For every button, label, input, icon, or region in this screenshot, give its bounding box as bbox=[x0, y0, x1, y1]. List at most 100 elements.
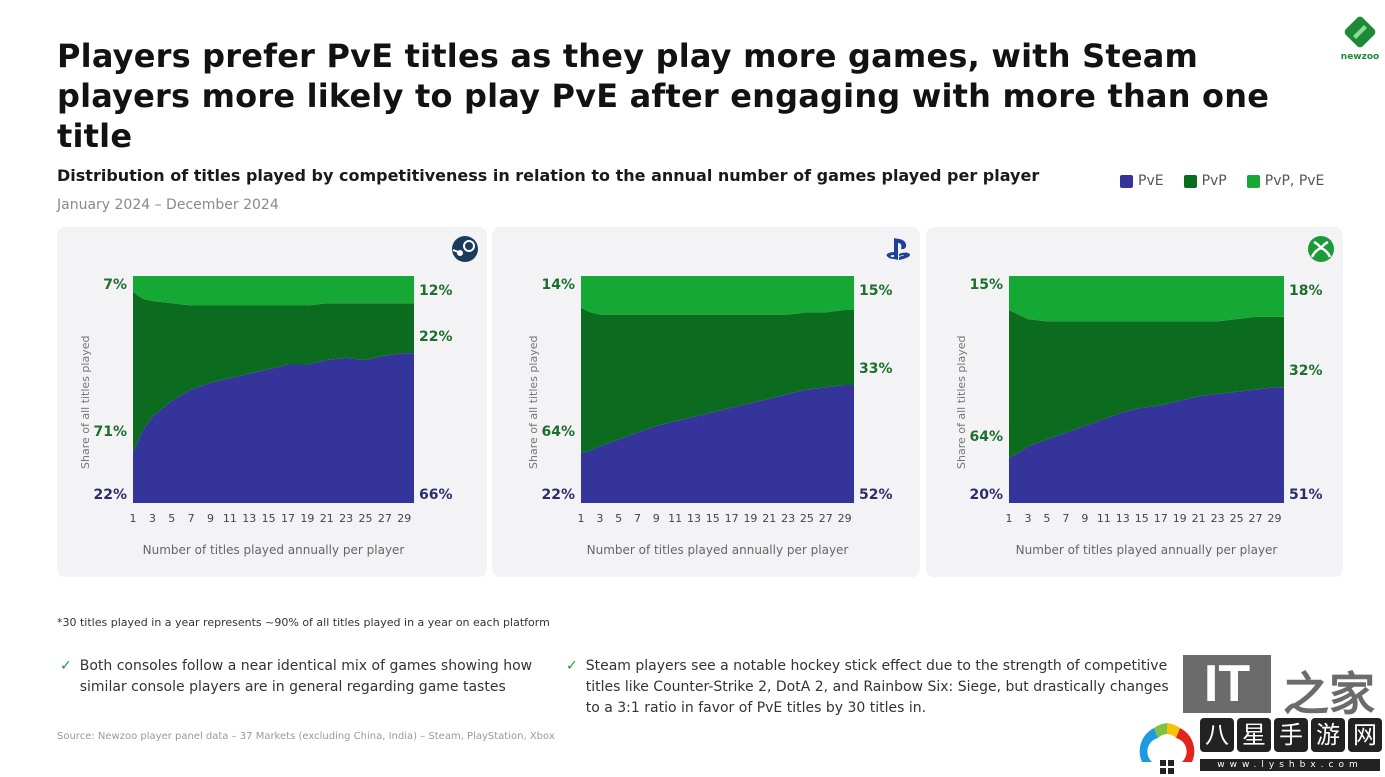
area-chart bbox=[1009, 276, 1284, 503]
chart-subtitle: Distribution of titles played by competi… bbox=[57, 166, 1040, 185]
start-value-pvp: 71% bbox=[93, 424, 127, 441]
x-tick-label: 5 bbox=[168, 512, 176, 525]
x-tick-label: 17 bbox=[1153, 512, 1168, 525]
watermark-char: 游 bbox=[1311, 718, 1345, 752]
x-tick-label: 23 bbox=[781, 512, 796, 525]
end-value-pvp-pve: 18% bbox=[1289, 283, 1323, 299]
legend-swatch bbox=[1183, 174, 1197, 188]
x-tick-label: 29 bbox=[397, 512, 412, 525]
x-tick-label: 3 bbox=[1024, 512, 1032, 525]
bullet-text: Steam players see a notable hockey stick… bbox=[585, 658, 1169, 716]
end-value-pvp: 32% bbox=[1289, 363, 1323, 380]
x-tick-label: 21 bbox=[319, 512, 334, 525]
x-tick-label: 13 bbox=[1115, 512, 1130, 525]
end-value-pvp: 33% bbox=[859, 360, 893, 377]
chart-panel-steam: Share of all titles played Number of titl… bbox=[57, 227, 487, 577]
x-tick-label: 9 bbox=[207, 512, 215, 525]
x-tick-label: 21 bbox=[762, 512, 777, 525]
start-value-pvp-pve: 14% bbox=[541, 277, 575, 293]
x-tick-label: 11 bbox=[222, 512, 237, 525]
x-tick-label: 29 bbox=[837, 512, 852, 525]
area-chart bbox=[133, 276, 414, 503]
playstation-icon bbox=[884, 235, 912, 263]
watermark-char: 网 bbox=[1348, 718, 1382, 752]
x-tick-label: 13 bbox=[242, 512, 257, 525]
legend-item-pve: PvE bbox=[1120, 173, 1164, 189]
y-axis-label: Share of all titles played bbox=[527, 335, 540, 469]
watermark-char: 八 bbox=[1200, 718, 1234, 752]
start-value-pve: 20% bbox=[969, 487, 1003, 503]
area-pve bbox=[1009, 387, 1284, 503]
area-pvp bbox=[581, 307, 854, 454]
lyshbx-logo-icon bbox=[1139, 723, 1195, 774]
start-value-pve: 22% bbox=[93, 487, 127, 503]
x-tick-label: 19 bbox=[1172, 512, 1187, 525]
page-title: Players prefer PvE titles as they play m… bbox=[57, 37, 1270, 155]
y-axis-label: Share of all titles played bbox=[955, 335, 968, 469]
legend-label: PvP bbox=[1201, 173, 1227, 189]
bullet-consoles: ✓ Both consoles follow a near identical m… bbox=[60, 656, 550, 698]
xbox-icon bbox=[1307, 235, 1335, 263]
x-tick-label: 7 bbox=[187, 512, 195, 525]
check-icon: ✓ bbox=[566, 658, 578, 674]
ithome-watermark-zh: 之家 bbox=[1283, 667, 1375, 721]
x-tick-label: 11 bbox=[1096, 512, 1111, 525]
x-tick-label: 23 bbox=[339, 512, 354, 525]
newzoo-logo: newzoo bbox=[1338, 14, 1382, 62]
legend-item-pvp: PvP bbox=[1183, 173, 1227, 189]
legend-label: PvP, PvE bbox=[1264, 173, 1325, 189]
start-value-pvp-pve: 15% bbox=[969, 277, 1003, 293]
x-axis-label: Number of titles played annually per pla… bbox=[586, 543, 849, 557]
x-tick-label: 17 bbox=[281, 512, 296, 525]
x-tick-label: 5 bbox=[1043, 512, 1051, 525]
watermark-char: 星 bbox=[1237, 718, 1271, 752]
start-value-pve: 22% bbox=[541, 487, 575, 503]
end-value-pvp-pve: 12% bbox=[419, 283, 453, 299]
x-tick-label: 3 bbox=[596, 512, 604, 525]
y-axis-label: Share of all titles played bbox=[79, 335, 92, 469]
date-range: January 2024 – December 2024 bbox=[57, 197, 279, 213]
x-tick-label: 25 bbox=[1229, 512, 1244, 525]
x-tick-label: 1 bbox=[1005, 512, 1013, 525]
check-icon: ✓ bbox=[60, 658, 72, 674]
ithome-watermark: IT bbox=[1183, 655, 1271, 713]
lyshbx-url: www.lyshbx.com bbox=[1200, 759, 1380, 771]
area-pvp-pve bbox=[581, 276, 854, 315]
area-pvp bbox=[133, 291, 414, 454]
legend: PvE PvP PvP, PvE bbox=[1120, 173, 1324, 189]
x-tick-label: 17 bbox=[724, 512, 739, 525]
x-tick-label: 7 bbox=[1062, 512, 1070, 525]
x-tick-label: 11 bbox=[668, 512, 683, 525]
x-tick-label: 19 bbox=[743, 512, 758, 525]
x-tick-label: 25 bbox=[358, 512, 373, 525]
start-value-pvp: 64% bbox=[541, 424, 575, 441]
end-value-pve: 66% bbox=[419, 487, 453, 503]
bullet-text: Both consoles follow a near identical mi… bbox=[79, 658, 533, 695]
x-tick-label: 3 bbox=[148, 512, 156, 525]
area-pve bbox=[581, 384, 854, 503]
x-tick-label: 9 bbox=[1081, 512, 1089, 525]
x-tick-label: 15 bbox=[261, 512, 276, 525]
legend-label: PvE bbox=[1138, 173, 1164, 189]
x-tick-label: 23 bbox=[1210, 512, 1225, 525]
lyshbx-watermark: 八 星 手 游 网 bbox=[1200, 718, 1382, 752]
end-value-pvp: 22% bbox=[419, 329, 453, 346]
x-tick-label: 15 bbox=[1134, 512, 1149, 525]
bullet-steam: ✓ Steam players see a notable hockey stic… bbox=[566, 656, 1186, 719]
legend-swatch bbox=[1246, 174, 1260, 188]
x-tick-label: 27 bbox=[1248, 512, 1263, 525]
source-note: Source: Newzoo player panel data – 37 Ma… bbox=[57, 731, 555, 742]
start-value-pvp: 64% bbox=[969, 428, 1003, 445]
x-tick-label: 19 bbox=[300, 512, 315, 525]
area-chart bbox=[581, 276, 854, 503]
x-tick-label: 5 bbox=[615, 512, 623, 525]
x-tick-label: 1 bbox=[129, 512, 137, 525]
x-tick-label: 27 bbox=[818, 512, 833, 525]
legend-item-pvp-pve: PvP, PvE bbox=[1246, 173, 1325, 189]
steam-icon bbox=[451, 235, 479, 263]
newzoo-logo-text: newzoo bbox=[1340, 52, 1380, 62]
chart-panel-xbox: Share of all titles played Number of titl… bbox=[926, 227, 1343, 577]
x-tick-label: 27 bbox=[377, 512, 392, 525]
legend-swatch bbox=[1120, 174, 1133, 188]
end-value-pve: 51% bbox=[1289, 487, 1323, 503]
